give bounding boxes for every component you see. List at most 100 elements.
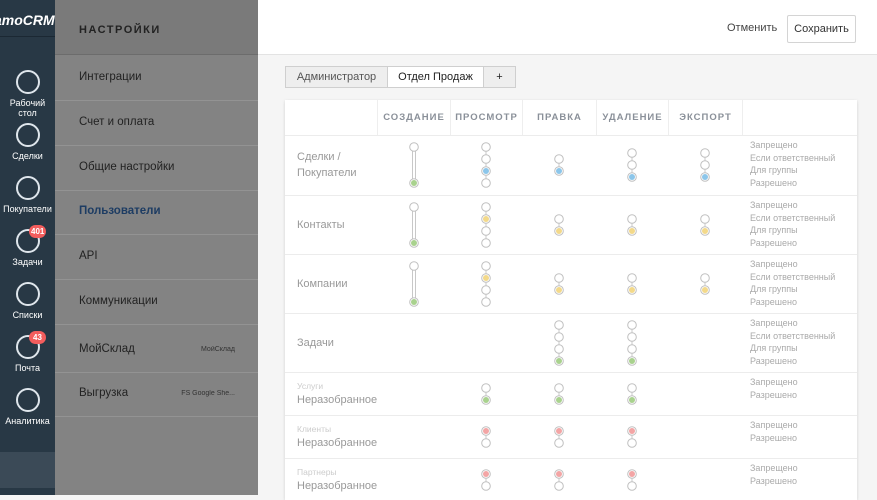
nav-icon[interactable] bbox=[16, 282, 40, 306]
permission-slider[interactable] bbox=[479, 382, 493, 406]
menu-item[interactable]: API bbox=[79, 250, 98, 262]
nav-icon[interactable] bbox=[16, 335, 40, 359]
permission-slider[interactable] bbox=[698, 272, 712, 296]
slider-knob bbox=[629, 470, 635, 477]
menu-item[interactable]: Интеграции bbox=[79, 71, 142, 83]
slider-dot bbox=[554, 319, 564, 330]
permission-slider[interactable] bbox=[552, 382, 566, 406]
permission-slider[interactable] bbox=[407, 141, 421, 189]
slider-dot bbox=[481, 225, 491, 236]
permission-slider[interactable] bbox=[407, 201, 421, 249]
nav-label[interactable]: Сделки bbox=[12, 151, 43, 161]
nav-label[interactable]: Покупатели bbox=[3, 204, 52, 214]
nav-icon[interactable] bbox=[16, 123, 40, 147]
menu-item[interactable]: МойСклад bbox=[79, 343, 135, 355]
slider-dot bbox=[627, 331, 637, 342]
menu-item[interactable]: Общие настройки bbox=[79, 161, 175, 173]
settings-icon[interactable] bbox=[0, 452, 55, 488]
slider-knob bbox=[483, 168, 489, 174]
slider-dot bbox=[554, 213, 564, 224]
row-label: Сделки / Покупатели bbox=[297, 151, 357, 179]
nav-icon[interactable] bbox=[16, 70, 40, 94]
permission-slider[interactable] bbox=[625, 382, 639, 406]
slider-knob bbox=[629, 286, 635, 293]
permission-slider[interactable] bbox=[552, 272, 566, 296]
permission-slider[interactable] bbox=[625, 213, 639, 237]
slider-dot bbox=[627, 480, 637, 491]
menu-separator bbox=[55, 190, 258, 191]
nav-label[interactable]: Аналитика bbox=[5, 416, 50, 426]
slider-dot bbox=[554, 331, 564, 342]
column-header: УДАЛЕНИЕ bbox=[596, 100, 668, 135]
nav-icon[interactable] bbox=[16, 176, 40, 200]
menu-separator bbox=[55, 416, 258, 417]
permission-slider[interactable] bbox=[625, 272, 639, 296]
permission-slider[interactable] bbox=[479, 425, 493, 449]
permission-slider[interactable] bbox=[407, 260, 421, 308]
permission-slider[interactable] bbox=[479, 260, 493, 308]
permission-slider[interactable] bbox=[479, 201, 493, 249]
legend-item: Запрещено bbox=[750, 377, 798, 387]
nav-label[interactable]: Задачи bbox=[12, 257, 43, 267]
permission-slider[interactable] bbox=[552, 468, 566, 492]
permission-slider[interactable] bbox=[552, 213, 566, 237]
legend-item: Разрешено bbox=[750, 389, 797, 400]
nav-label[interactable]: Рабочий стол bbox=[9, 98, 46, 118]
slider-knob bbox=[629, 396, 635, 403]
slider-dot bbox=[408, 142, 419, 152]
permission-slider[interactable] bbox=[698, 147, 712, 183]
slider-dot bbox=[481, 480, 491, 491]
menu-item[interactable]: Пользователи bbox=[79, 205, 161, 217]
permission-slider[interactable] bbox=[625, 425, 639, 449]
slider-knob bbox=[702, 286, 708, 293]
legend-item: Запрещено bbox=[750, 140, 798, 150]
save-button[interactable]: Сохранить bbox=[787, 15, 856, 43]
nav-label[interactable]: Почта bbox=[15, 363, 40, 373]
slider-knob bbox=[629, 227, 635, 234]
slider-dot bbox=[481, 296, 491, 307]
slider-dot bbox=[627, 148, 637, 158]
menu-item[interactable]: Коммуникации bbox=[79, 295, 158, 307]
legend-item: Запрещено bbox=[750, 259, 798, 269]
slider-dot bbox=[627, 343, 637, 354]
nav-icon[interactable] bbox=[16, 388, 40, 412]
slider-knob bbox=[556, 227, 562, 234]
slider-knob bbox=[483, 427, 489, 434]
slider-dot bbox=[554, 343, 564, 354]
row-label: Неразобранное bbox=[297, 394, 378, 406]
slider-dot bbox=[627, 213, 637, 224]
tab[interactable]: Отдел Продаж bbox=[387, 66, 484, 88]
permission-slider[interactable] bbox=[625, 319, 639, 367]
permission-slider[interactable] bbox=[698, 213, 712, 237]
legend-item: Разрешено bbox=[750, 237, 797, 248]
permission-slider[interactable] bbox=[552, 153, 566, 177]
menu-separator bbox=[55, 234, 258, 235]
legend-item: Запрещено bbox=[750, 318, 798, 328]
tab[interactable]: + bbox=[483, 66, 516, 88]
slider-dot bbox=[700, 148, 710, 158]
slider-knob bbox=[483, 274, 489, 281]
permission-slider[interactable] bbox=[625, 468, 639, 492]
menu-item[interactable]: Счет и оплата bbox=[79, 116, 155, 128]
cancel-button[interactable]: Отменить bbox=[727, 22, 778, 34]
permission-slider[interactable] bbox=[552, 425, 566, 449]
logo-band bbox=[0, 36, 55, 37]
menu-item[interactable]: Выгрузка bbox=[79, 387, 129, 399]
legend-item: Запрещено bbox=[750, 463, 798, 473]
permission-slider[interactable] bbox=[479, 468, 493, 492]
slider-dot bbox=[554, 154, 564, 164]
slider-knob bbox=[483, 470, 489, 477]
menu-title: НАСТРОЙКИ bbox=[79, 24, 161, 36]
permission-slider[interactable] bbox=[625, 147, 639, 183]
slider-dot bbox=[481, 382, 491, 393]
legend-item: Запрещено bbox=[750, 200, 798, 210]
nav-icon[interactable] bbox=[16, 229, 40, 253]
permissions-table: СОЗДАНИЕ ПРОСМОТР ПРАВКА УДАЛЕНИЕ ЭКСПОРТ Сде… bbox=[285, 100, 857, 500]
permission-slider[interactable] bbox=[479, 141, 493, 189]
nav-label[interactable]: Списки bbox=[12, 310, 43, 320]
row-separator bbox=[285, 458, 857, 459]
permission-slider[interactable] bbox=[552, 319, 566, 367]
slider-dot bbox=[627, 437, 637, 448]
slider-dot bbox=[481, 237, 491, 248]
tab[interactable]: Администратор bbox=[285, 66, 388, 88]
